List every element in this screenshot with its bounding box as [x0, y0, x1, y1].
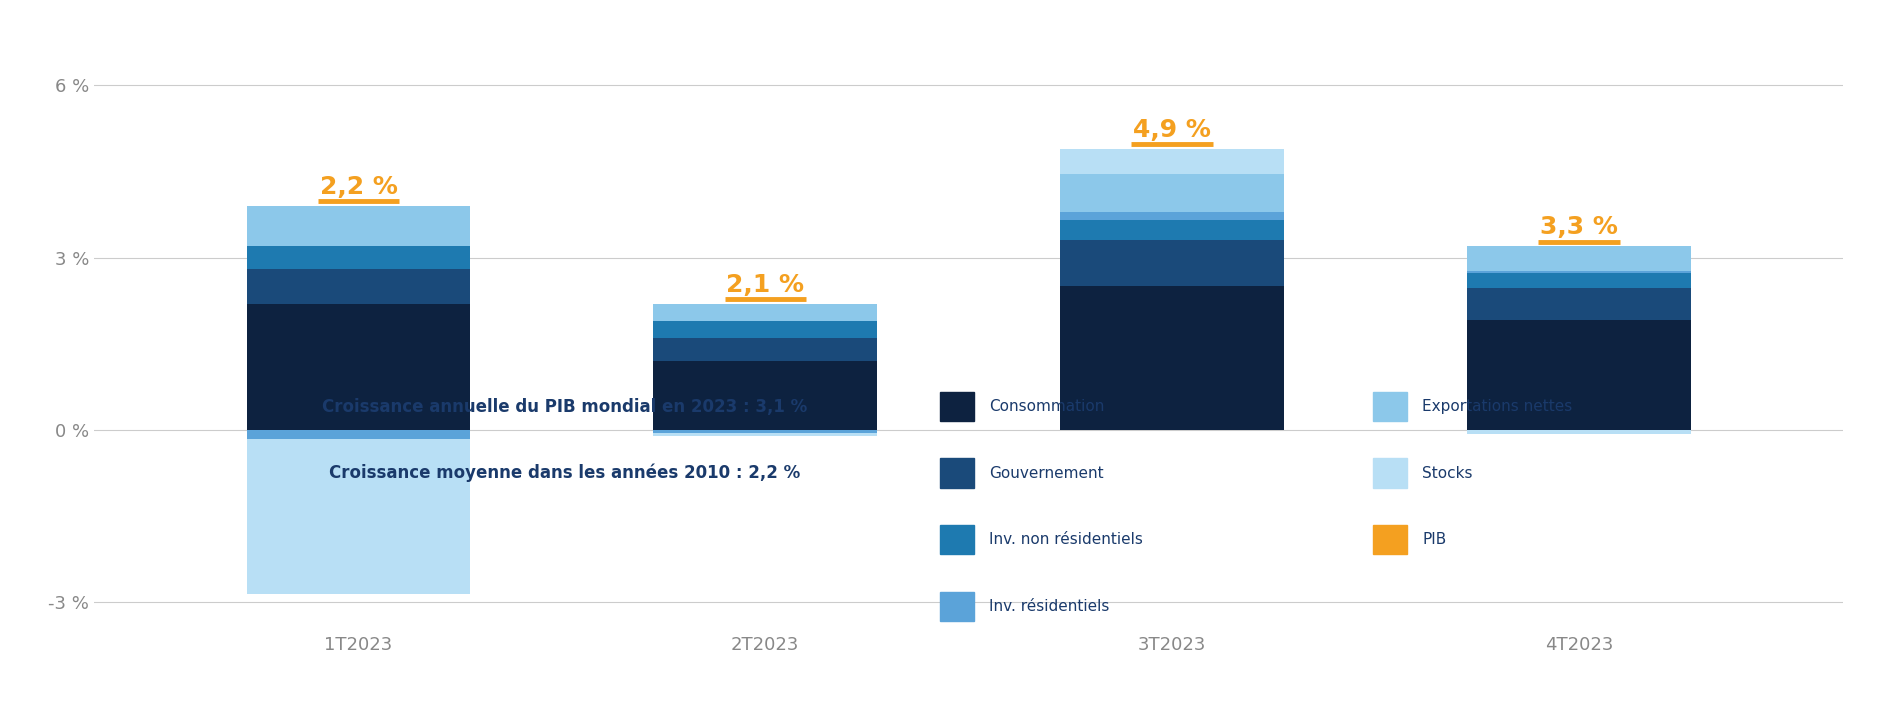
Bar	[1466, 320, 1690, 430]
Text: Inv. résidentiels: Inv. résidentiels	[989, 599, 1109, 614]
Bar	[1466, 430, 1690, 434]
Text: Stocks: Stocks	[1421, 465, 1472, 481]
Bar	[246, 246, 470, 269]
Text: Inv. non résidentiels: Inv. non résidentiels	[989, 532, 1143, 547]
Bar	[652, 338, 876, 361]
Text: 2,2 %: 2,2 %	[320, 175, 397, 199]
Bar	[652, 361, 876, 430]
Bar	[652, 304, 876, 321]
Text: 3,3 %: 3,3 %	[1540, 215, 1617, 239]
Bar	[652, 433, 876, 436]
Bar	[1466, 288, 1690, 320]
Text: Consommation: Consommation	[989, 399, 1104, 414]
Text: Gouvernement: Gouvernement	[989, 465, 1104, 481]
Bar	[1060, 149, 1284, 175]
Bar	[246, 439, 470, 594]
Bar	[1060, 212, 1284, 220]
Text: Croissance annuelle du PIB mondial en 2023 : 3,1 %: Croissance annuelle du PIB mondial en 20…	[321, 397, 807, 416]
Bar	[1060, 175, 1284, 212]
Bar	[1060, 220, 1284, 240]
Text: Croissance moyenne dans les années 2010 : 2,2 %: Croissance moyenne dans les années 2010 …	[329, 464, 799, 482]
Bar	[1466, 271, 1690, 273]
Bar	[246, 269, 470, 304]
Bar	[1060, 240, 1284, 287]
Text: Exportations nettes: Exportations nettes	[1421, 399, 1572, 414]
Bar	[246, 304, 470, 430]
Bar	[1060, 287, 1284, 430]
Text: PIB: PIB	[1421, 532, 1446, 547]
Text: 2,1 %: 2,1 %	[726, 273, 805, 297]
Bar	[246, 430, 470, 439]
Bar	[1466, 273, 1690, 288]
Bar	[1466, 246, 1690, 271]
Bar	[246, 206, 470, 246]
Bar	[652, 430, 876, 433]
Bar	[652, 321, 876, 338]
Text: 4,9 %: 4,9 %	[1132, 118, 1211, 142]
